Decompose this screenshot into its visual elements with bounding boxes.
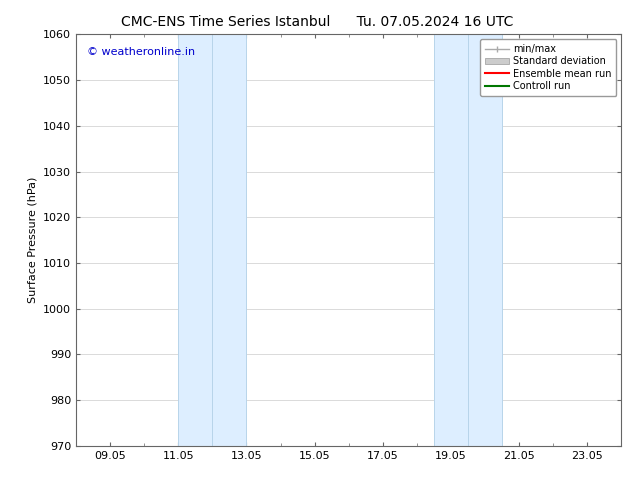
Bar xyxy=(212,34,247,446)
Y-axis label: Surface Pressure (hPa): Surface Pressure (hPa) xyxy=(27,177,37,303)
Bar xyxy=(434,34,468,446)
Bar xyxy=(468,34,502,446)
Bar xyxy=(178,34,212,446)
Legend: min/max, Standard deviation, Ensemble mean run, Controll run: min/max, Standard deviation, Ensemble me… xyxy=(480,39,616,96)
Text: © weatheronline.in: © weatheronline.in xyxy=(87,47,195,57)
Text: CMC-ENS Time Series Istanbul      Tu. 07.05.2024 16 UTC: CMC-ENS Time Series Istanbul Tu. 07.05.2… xyxy=(121,15,513,29)
